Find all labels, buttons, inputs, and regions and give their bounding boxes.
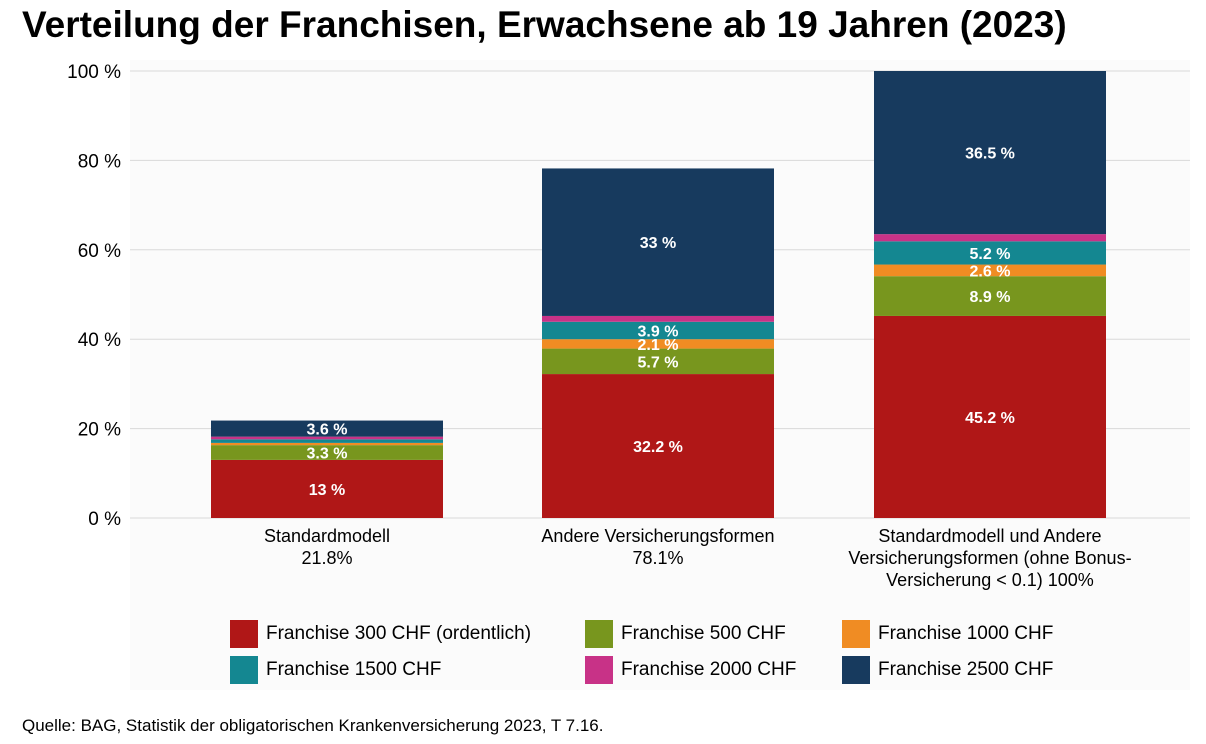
- x-tick-label-line: Andere Versicherungsformen: [541, 526, 774, 546]
- bar-segment: [874, 315, 1106, 518]
- bar-segment: [211, 436, 443, 440]
- legend-item: Franchise 300 CHF (ordentlich): [230, 620, 531, 648]
- legend-label: Franchise 1500 CHF: [266, 659, 442, 680]
- y-axis-tick-labels: 0 % 20 % 40 % 60 % 80 % 100 %: [67, 62, 121, 530]
- bar-value-label: 2.6 %: [970, 263, 1011, 280]
- legend-item: Franchise 2500 CHF: [842, 656, 1053, 684]
- legend-item: Franchise 1000 CHF: [842, 620, 1053, 648]
- bar-value-label: 33 %: [640, 235, 676, 252]
- bar-value-label: 3.3 %: [307, 446, 348, 463]
- bar-segment: [874, 264, 1106, 277]
- bar-value-label: 3.9 %: [638, 323, 679, 340]
- y-tick-label: 20 %: [78, 420, 121, 441]
- bar-value-labels: 13 % 3.3 % 3.6 % 32.2 % 5.7 %2.1 %3.9 % 33 % 4…: [307, 146, 1015, 499]
- legend-swatch: [230, 656, 258, 684]
- bar-segment: [542, 315, 774, 322]
- legend-swatch: [842, 620, 870, 648]
- y-tick-label: 60 %: [78, 241, 121, 262]
- legend-item: Franchise 500 CHF: [585, 620, 786, 648]
- bar-segment: [211, 442, 443, 446]
- bar-segment: [874, 71, 1106, 235]
- source-note: Quelle: BAG, Statistik der obligatorisch…: [22, 716, 604, 735]
- legend-item: Franchise 1500 CHF: [230, 656, 441, 684]
- legend-swatch: [842, 656, 870, 684]
- bar-segment: [874, 234, 1106, 242]
- bar-segment: [542, 348, 774, 375]
- bar-segment: [211, 445, 443, 460]
- legend-label: Franchise 500 CHF: [621, 623, 786, 644]
- bar-value-label: 8.9 %: [970, 289, 1011, 306]
- x-tick-label-line: Versicherungsformen (ohne Bonus-: [848, 548, 1131, 568]
- y-tick-label: 100 %: [67, 62, 121, 83]
- bar-segment: [211, 439, 443, 443]
- y-tick-label: 40 %: [78, 330, 121, 351]
- x-tick-label-line: 21.8%: [301, 548, 352, 568]
- legend-swatch: [585, 656, 613, 684]
- legend-label: Franchise 1000 CHF: [878, 623, 1054, 644]
- legend: Franchise 300 CHF (ordentlich) Franchise …: [230, 620, 1130, 692]
- y-tick-label: 80 %: [78, 151, 121, 172]
- bar-value-label: 32.2 %: [633, 439, 683, 456]
- bar-segment: [542, 374, 774, 518]
- bar-segment: [542, 321, 774, 340]
- legend-item: Franchise 2000 CHF: [585, 656, 796, 684]
- legend-swatch: [230, 620, 258, 648]
- bar-segment: [211, 420, 443, 437]
- legend-swatch: [585, 620, 613, 648]
- bar-value-label: 45.2 %: [965, 410, 1015, 427]
- bar-value-label: 3.6 %: [307, 422, 348, 439]
- bar-segment: [542, 168, 774, 316]
- x-tick-label: Standardmodell und Andere Versicherungsfo…: [848, 526, 1131, 590]
- bar-value-label: 2.1 %: [638, 337, 679, 354]
- bar-segment: [211, 459, 443, 518]
- bar-value-label: 13 %: [309, 482, 345, 499]
- legend-label: Franchise 2000 CHF: [621, 659, 797, 680]
- chart-title: Verteilung der Franchisen, Erwachsene ab…: [22, 4, 1067, 45]
- x-tick-label: Standardmodell 21.8%: [264, 526, 390, 568]
- legend-label: Franchise 300 CHF (ordentlich): [266, 623, 532, 644]
- legend-label: Franchise 2500 CHF: [878, 659, 1054, 680]
- bar-value-label: 36.5 %: [965, 146, 1015, 163]
- bar-value-label: 5.7 %: [638, 354, 679, 371]
- x-tick-label-line: Versicherung < 0.1) 100%: [886, 570, 1094, 590]
- bars: [211, 71, 1106, 518]
- x-axis-category-labels: Standardmodell 21.8% Andere Versicherungsf…: [264, 526, 1132, 590]
- bar-segment: [542, 339, 774, 349]
- x-tick-label-line: Standardmodell und Andere: [878, 526, 1101, 546]
- x-tick-label: Andere Versicherungsformen 78.1%: [541, 526, 774, 568]
- bar-segment: [874, 276, 1106, 316]
- bar-value-label: 5.2 %: [970, 246, 1011, 263]
- y-tick-label: 0 %: [88, 509, 121, 530]
- bar-segment: [874, 241, 1106, 265]
- x-tick-label-line: Standardmodell: [264, 526, 390, 546]
- x-tick-label-line: 78.1%: [632, 548, 683, 568]
